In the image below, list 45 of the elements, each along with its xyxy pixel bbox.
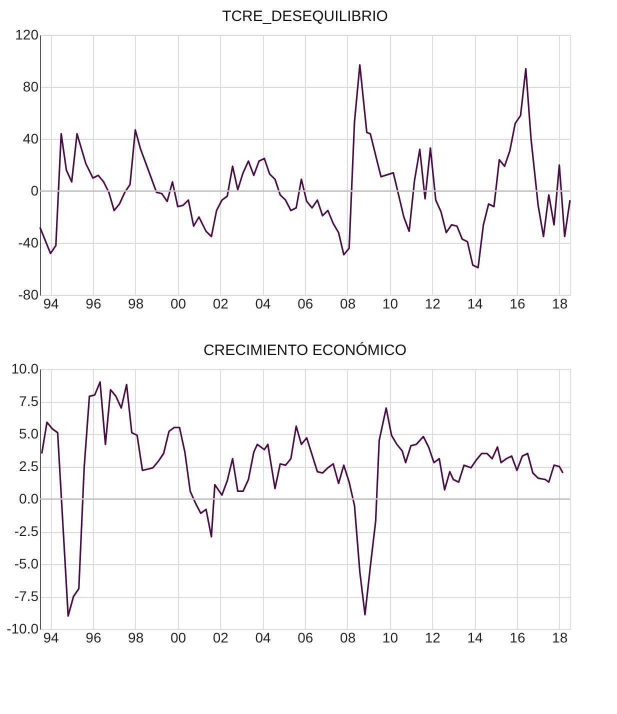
- x-tick-label: 06: [298, 630, 314, 646]
- line-series: [41, 381, 564, 617]
- x-tick-label: 94: [43, 296, 60, 312]
- y-tick-label: -10.0: [6, 620, 39, 636]
- x-tick-label: 08: [340, 296, 356, 312]
- x-tick-label: 94: [43, 630, 60, 646]
- x-tick-label: 08: [340, 630, 356, 646]
- x-tick-label: 02: [212, 296, 229, 312]
- x-tick-label: 00: [170, 630, 186, 646]
- chart-title: TCRE_DESEQUILIBRIO: [222, 8, 388, 25]
- y-tick-label: 7.5: [19, 393, 39, 409]
- y-tick-label: 0: [30, 182, 39, 198]
- y-tick-label: -5.0: [14, 556, 39, 572]
- x-tick-label: 10: [382, 296, 398, 312]
- y-tick-label: -40: [18, 234, 39, 250]
- x-tick-label: 18: [552, 630, 568, 646]
- x-tick-label: 96: [86, 296, 102, 312]
- x-tick-label: 98: [128, 630, 144, 646]
- x-tick-label: 96: [86, 630, 102, 646]
- x-tick-label: 14: [467, 296, 484, 312]
- x-tick-label: 12: [424, 630, 441, 646]
- x-tick-label: 02: [212, 630, 229, 646]
- x-tick-label: 00: [170, 296, 186, 312]
- x-tick-label: 06: [298, 296, 314, 312]
- x-tick-label: 14: [467, 630, 484, 646]
- y-tick-label: -7.5: [14, 588, 39, 604]
- y-tick-label: 0.0: [19, 490, 39, 506]
- x-tick-label: 98: [128, 296, 144, 312]
- x-tick-label: 04: [255, 630, 272, 646]
- x-tick-label: 10: [382, 630, 398, 646]
- x-tick-label: 12: [424, 296, 441, 312]
- x-tick-label: 04: [255, 296, 272, 312]
- y-tick-label: 40: [22, 130, 39, 146]
- y-tick-label: 120: [15, 26, 39, 42]
- y-tick-label: -80: [18, 286, 39, 302]
- x-tick-label: 16: [510, 296, 526, 312]
- y-tick-label: 5.0: [19, 426, 39, 442]
- line-series: [39, 64, 571, 268]
- chart-title: CRECIMIENTO ECONÓMICO: [203, 341, 407, 359]
- x-tick-label: 18: [552, 296, 568, 312]
- x-tick-label: 16: [510, 630, 526, 646]
- y-tick-label: -2.5: [14, 523, 39, 539]
- y-tick-label: 80: [22, 78, 39, 94]
- y-tick-label: 2.5: [19, 458, 39, 474]
- y-tick-label: 10.0: [11, 360, 39, 376]
